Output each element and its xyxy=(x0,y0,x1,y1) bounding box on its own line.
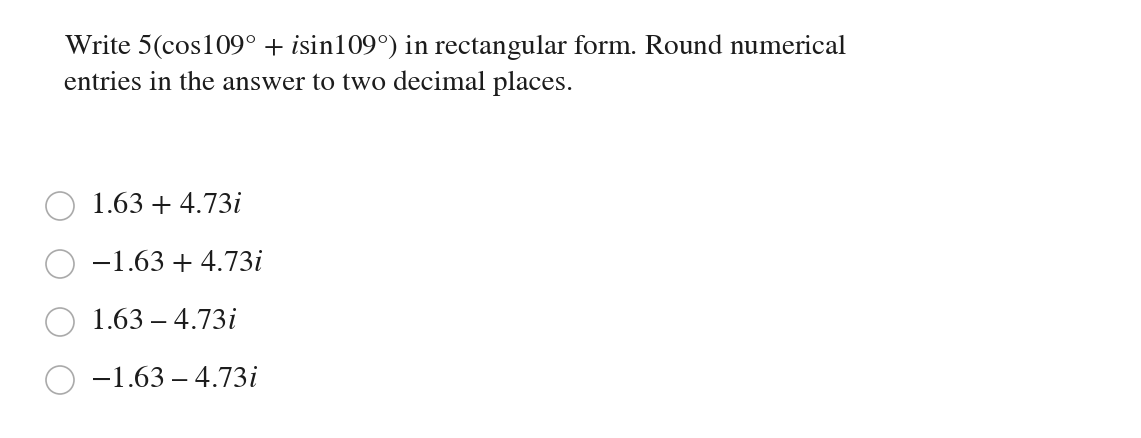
Text: entries in the answer to two decimal places.: entries in the answer to two decimal pla… xyxy=(64,70,573,95)
Text: 1.63 + 4.73$\mathit{i}$: 1.63 + 4.73$\mathit{i}$ xyxy=(90,192,243,220)
Text: $-$1.63 – 4.73$\mathit{i}$: $-$1.63 – 4.73$\mathit{i}$ xyxy=(90,366,258,394)
Text: 1.63 – 4.73$\mathit{i}$: 1.63 – 4.73$\mathit{i}$ xyxy=(90,308,237,336)
Text: Write 5(cos109° + $\mathit{i}$sin109°) in rectangular form. Round numerical: Write 5(cos109° + $\mathit{i}$sin109°) i… xyxy=(64,32,847,62)
Text: $-$1.63 + 4.73$\mathit{i}$: $-$1.63 + 4.73$\mathit{i}$ xyxy=(90,250,264,278)
